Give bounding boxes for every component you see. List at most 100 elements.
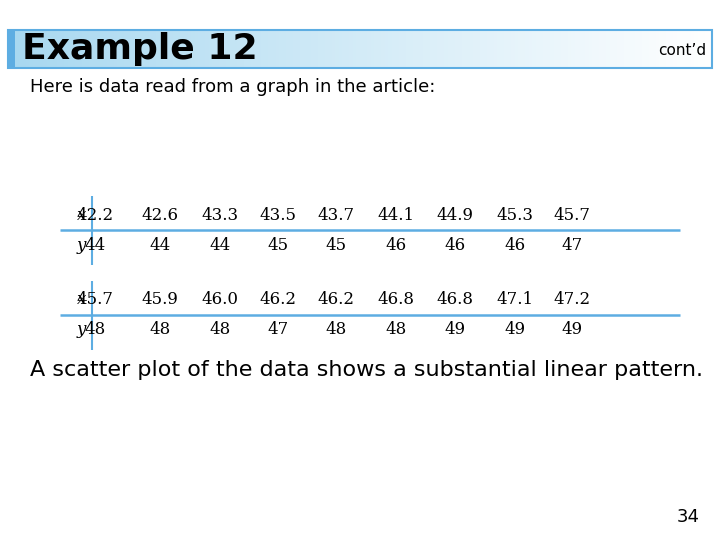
Text: 47: 47 (562, 237, 582, 253)
Bar (406, 30, 410, 68)
Bar (554, 30, 557, 68)
Bar (504, 30, 508, 68)
Bar (677, 30, 681, 68)
Bar (54, 30, 58, 68)
Text: A scatter plot of the data shows a substantial linear pattern.: A scatter plot of the data shows a subst… (30, 360, 703, 380)
Bar (631, 30, 635, 68)
Bar (360, 30, 364, 68)
Bar (205, 30, 209, 68)
Bar (279, 30, 283, 68)
Text: 45: 45 (325, 237, 346, 253)
Bar (395, 30, 399, 68)
Bar (346, 30, 350, 68)
Text: 48: 48 (84, 321, 106, 339)
Text: 47.2: 47.2 (554, 292, 590, 308)
Bar (353, 30, 357, 68)
Bar (248, 30, 251, 68)
Bar (511, 30, 516, 68)
Bar (82, 30, 86, 68)
Text: 42.6: 42.6 (142, 206, 179, 224)
Bar (642, 30, 646, 68)
Bar (701, 30, 706, 68)
Bar (99, 30, 104, 68)
Bar (254, 30, 258, 68)
Bar (589, 30, 593, 68)
Bar (170, 30, 174, 68)
Text: 46: 46 (385, 237, 407, 253)
Bar (638, 30, 642, 68)
Bar (374, 30, 378, 68)
Bar (603, 30, 607, 68)
Bar (29, 30, 33, 68)
Bar (40, 30, 44, 68)
Bar (60, 30, 65, 68)
Text: x: x (76, 206, 86, 224)
Bar (691, 30, 695, 68)
Text: 46.0: 46.0 (202, 292, 238, 308)
Bar (498, 30, 501, 68)
Text: cont’d: cont’d (658, 43, 706, 58)
Text: 48: 48 (325, 321, 346, 339)
Bar (12, 30, 16, 68)
Bar (68, 30, 72, 68)
Text: 49: 49 (505, 321, 526, 339)
Bar (416, 30, 420, 68)
Bar (339, 30, 343, 68)
Bar (282, 30, 287, 68)
Bar (413, 30, 417, 68)
Bar (272, 30, 276, 68)
Bar (135, 30, 139, 68)
Bar (550, 30, 554, 68)
Bar (599, 30, 603, 68)
Text: 42.2: 42.2 (76, 206, 114, 224)
Bar (670, 30, 674, 68)
Bar (149, 30, 153, 68)
Text: 46.2: 46.2 (318, 292, 354, 308)
Bar (578, 30, 582, 68)
Bar (680, 30, 684, 68)
Text: 43.7: 43.7 (318, 206, 354, 224)
Bar (656, 30, 660, 68)
Bar (244, 30, 248, 68)
Bar (75, 30, 79, 68)
Bar (209, 30, 212, 68)
Bar (441, 30, 445, 68)
Text: y: y (76, 321, 86, 339)
Bar (451, 30, 456, 68)
Bar (230, 30, 234, 68)
Bar (529, 30, 533, 68)
Bar (107, 30, 111, 68)
Bar (336, 30, 339, 68)
Bar (121, 30, 125, 68)
Text: 43.5: 43.5 (259, 206, 297, 224)
Text: 48: 48 (385, 321, 407, 339)
Bar (434, 30, 438, 68)
Bar (237, 30, 240, 68)
Bar (462, 30, 466, 68)
Bar (438, 30, 441, 68)
Bar (181, 30, 184, 68)
Bar (543, 30, 547, 68)
Bar (652, 30, 656, 68)
Bar (117, 30, 121, 68)
Text: 45: 45 (267, 237, 289, 253)
Text: 49: 49 (444, 321, 466, 339)
Bar (222, 30, 227, 68)
Bar (251, 30, 255, 68)
Text: 44: 44 (149, 237, 171, 253)
Bar (145, 30, 149, 68)
Text: 45.3: 45.3 (497, 206, 534, 224)
Bar (92, 30, 96, 68)
Bar (32, 30, 37, 68)
Bar (343, 30, 346, 68)
Bar (613, 30, 618, 68)
Bar (138, 30, 143, 68)
Bar (533, 30, 536, 68)
Bar (582, 30, 586, 68)
Bar (258, 30, 262, 68)
Bar (476, 30, 480, 68)
Bar (423, 30, 428, 68)
Bar (518, 30, 523, 68)
Bar (314, 30, 318, 68)
Text: 46: 46 (444, 237, 466, 253)
